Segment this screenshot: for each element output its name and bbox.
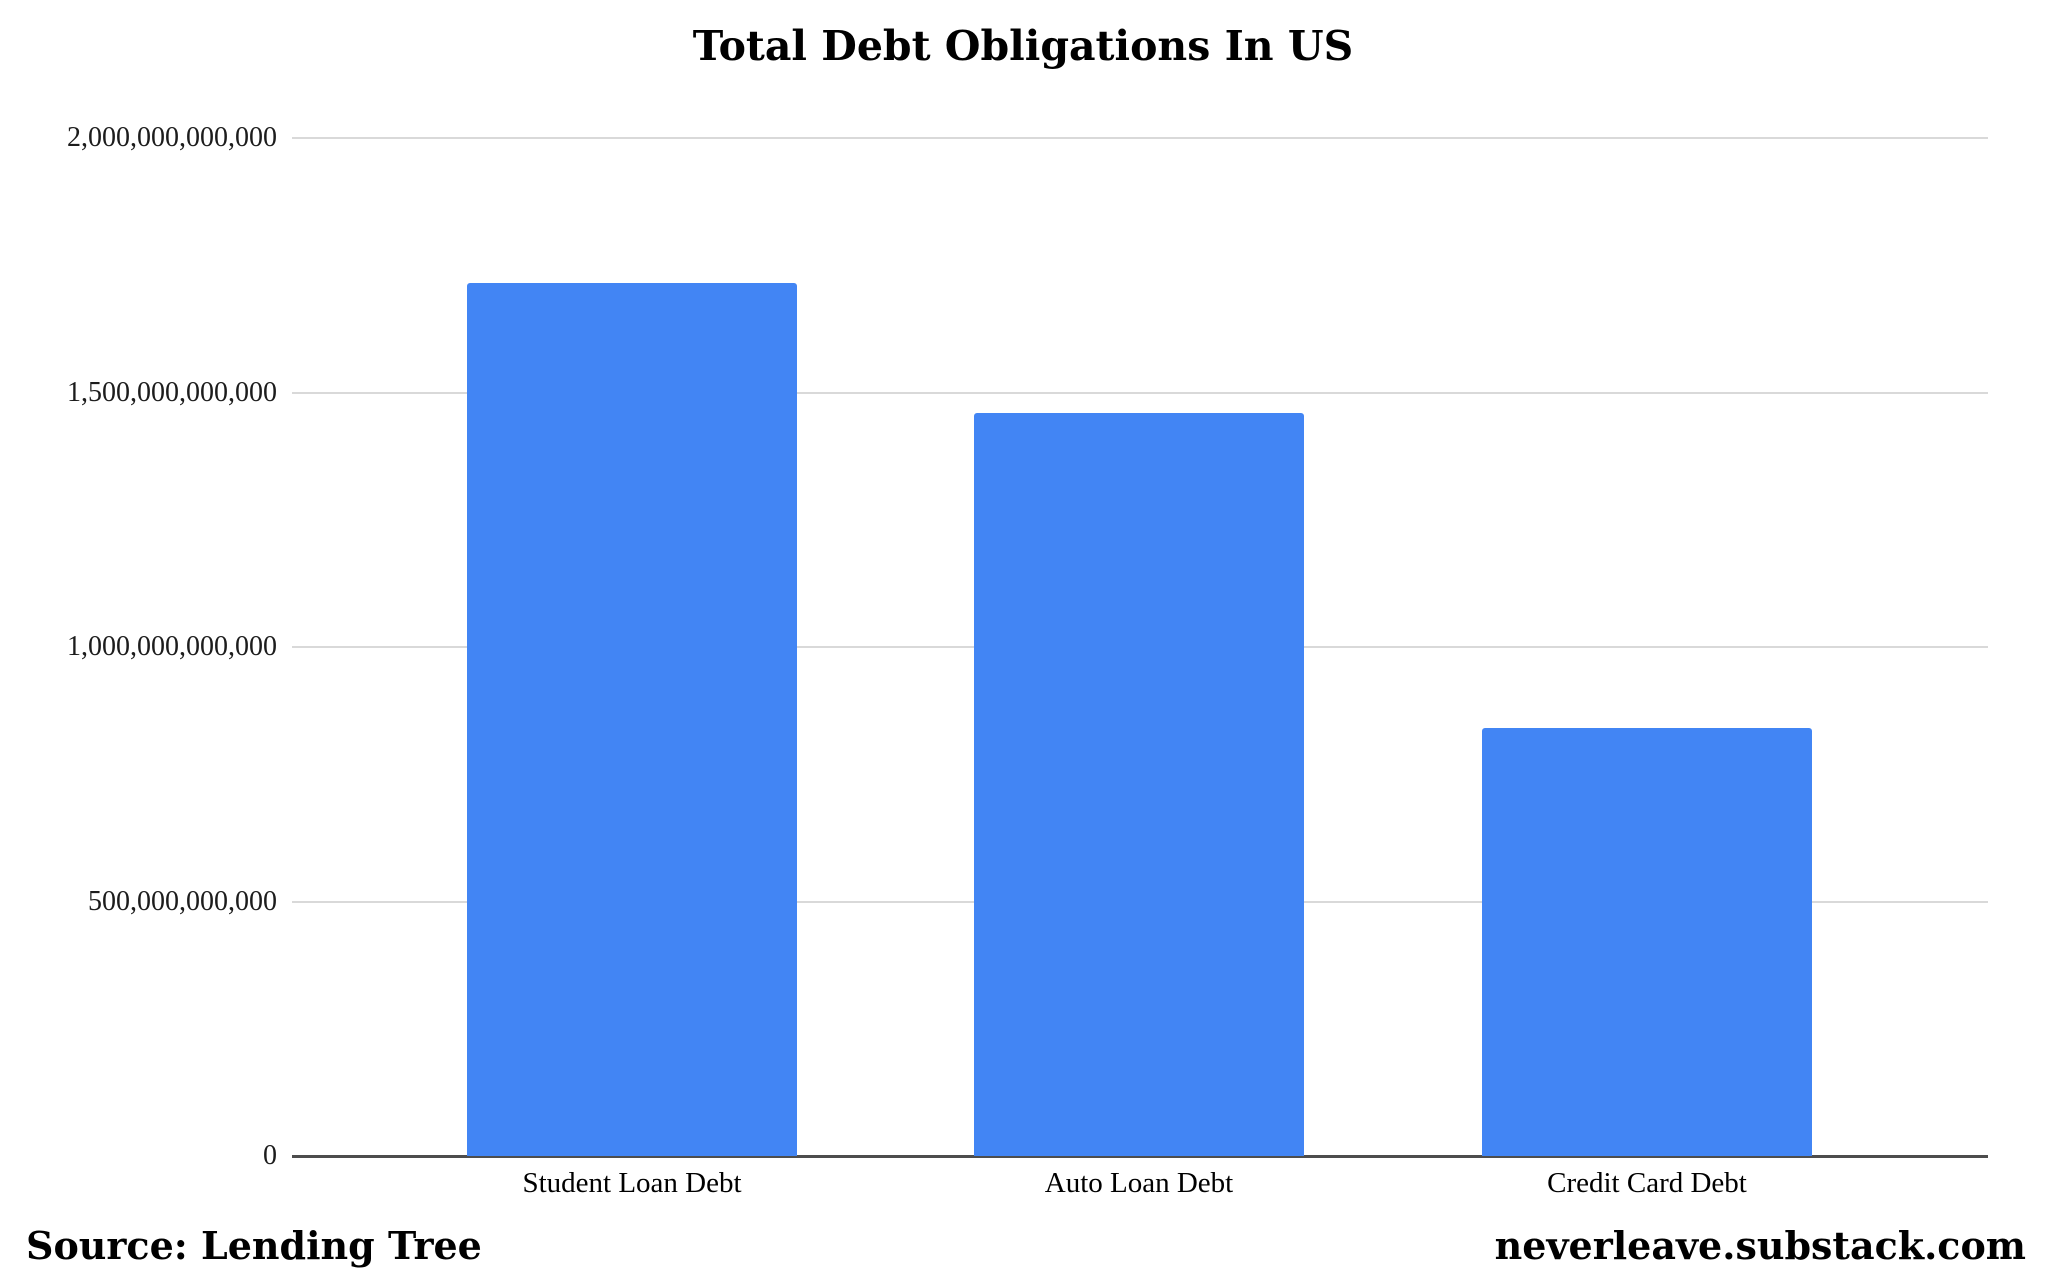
bar-student-loan-debt	[467, 283, 797, 1156]
site-credit: neverleave.substack.com	[1494, 1223, 2026, 1268]
y-tick-label: 0	[263, 1140, 277, 1171]
y-tick-label: 500,000,000,000	[88, 886, 277, 917]
source-credit: Source: Lending Tree	[26, 1223, 482, 1268]
y-tick-label: 2,000,000,000,000	[67, 122, 277, 153]
x-axis-line	[292, 1155, 1988, 1158]
chart-title: Total Debt Obligations In US	[692, 22, 1354, 70]
x-category-label-student-loan-debt: Student Loan Debt	[522, 1167, 742, 1199]
y-tick-label: 1,000,000,000,000	[67, 631, 277, 662]
x-category-label-auto-loan-debt: Auto Loan Debt	[1044, 1167, 1234, 1199]
y-tick-label: 1,500,000,000,000	[67, 377, 277, 408]
gridline	[292, 137, 1988, 139]
bar-auto-loan-debt	[974, 413, 1304, 1156]
bar-credit-card-debt	[1482, 728, 1812, 1156]
gridline	[292, 392, 1988, 394]
x-category-label-credit-card-debt: Credit Card Debt	[1547, 1167, 1747, 1199]
